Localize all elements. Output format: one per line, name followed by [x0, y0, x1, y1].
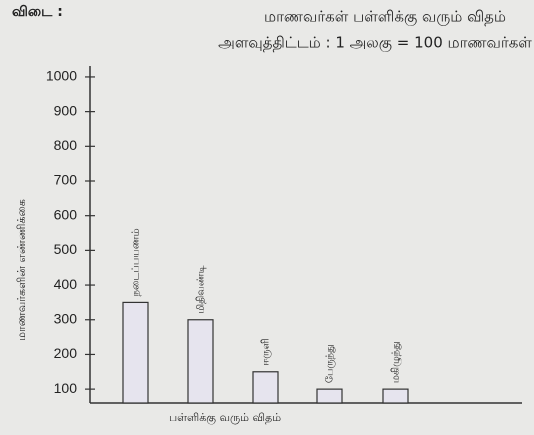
- category-label: நடைப்பயணம்: [131, 228, 142, 296]
- chart-subtitle: அளவுத்திட்டம் : 1 அலகு = 100 மாணவர்கள்: [218, 34, 532, 53]
- y-tick-label: 800: [54, 137, 78, 153]
- answer-label: விடை :: [12, 4, 63, 20]
- category-label: பேருந்து: [325, 344, 336, 383]
- y-tick-label: 300: [54, 310, 78, 326]
- y-tick-label: 1000: [46, 68, 77, 84]
- category-label: மகிழுந்து: [391, 341, 402, 383]
- y-axis-label: மாணவர்களின் எண்ணிக்கை: [15, 199, 28, 341]
- bar: [382, 388, 409, 404]
- y-tick-label: 200: [54, 345, 78, 361]
- chart-title: மாணவர்கள் பள்ளிக்கு வரும் விதம்: [264, 8, 506, 27]
- x-axis-label: பள்ளிக்கு வரும் விதம்: [169, 411, 281, 426]
- y-tick-label: 700: [54, 172, 78, 188]
- bar: [252, 371, 279, 404]
- bar: [122, 301, 149, 404]
- bar: [187, 319, 214, 404]
- y-tick-label: 900: [54, 102, 78, 118]
- category-label: ஈருளி: [261, 338, 272, 365]
- category-label: மிதிவண்டி: [196, 265, 207, 313]
- y-tick-label: 600: [54, 206, 78, 222]
- y-tick-label: 500: [54, 241, 78, 257]
- bar: [316, 388, 343, 404]
- y-tick-label: 400: [54, 276, 78, 292]
- y-tick-label: 100: [54, 380, 78, 396]
